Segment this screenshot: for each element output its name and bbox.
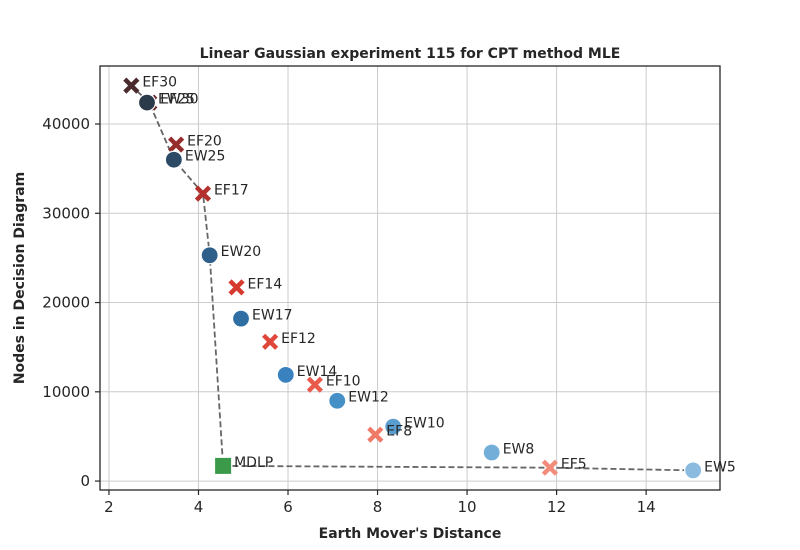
point-ew5	[684, 461, 703, 480]
grid-lines	[100, 66, 720, 490]
point-ew12	[328, 391, 347, 410]
y-tick-label: 20000	[42, 294, 90, 312]
point-label-ef8: EF8	[386, 424, 412, 440]
point-ef17	[194, 185, 212, 202]
y-tick-label: 40000	[42, 115, 90, 133]
x-tick-label: 2	[104, 498, 114, 516]
point-ew8	[482, 443, 501, 462]
x-tick-label: 6	[283, 498, 293, 516]
point-ew14	[276, 365, 295, 384]
x-axis-label: Earth Mover's Distance	[319, 526, 502, 542]
plot-frame	[99, 65, 721, 491]
point-ew10	[384, 417, 403, 436]
point-mdlp	[214, 456, 233, 475]
point-label-ew14: EW14	[297, 364, 338, 380]
point-label-mdlp: MDLP	[234, 455, 273, 471]
point-label-ef30: EF30	[142, 75, 177, 91]
x-tick-label: 14	[637, 498, 656, 516]
point-ef12	[262, 333, 279, 350]
point-ef30	[123, 77, 140, 94]
x-tick-label: 8	[373, 498, 383, 516]
x-tick-label: 12	[547, 498, 566, 516]
point-label-ef12: EF12	[281, 331, 316, 347]
point-ew17	[231, 309, 251, 328]
pareto-frontier-line	[130, 84, 694, 472]
point-label-ef14: EF14	[248, 276, 283, 292]
x-tick-label: 10	[458, 498, 477, 516]
point-label-ew30: EW30	[158, 92, 199, 108]
point-label-ew10: EW10	[404, 416, 445, 432]
point-label-ef20: EF20	[187, 134, 222, 150]
x-tick-label: 4	[194, 498, 204, 516]
point-label-ef5: EF5	[561, 457, 587, 473]
point-label-ef25: EF25	[160, 92, 195, 108]
point-ew25	[164, 150, 183, 169]
point-label-ew12: EW12	[348, 390, 389, 406]
y-tick-label: 30000	[42, 204, 90, 222]
point-ew20	[200, 246, 219, 265]
point-ef8	[367, 426, 384, 443]
point-label-ew25: EW25	[185, 149, 226, 165]
point-ew30	[137, 93, 157, 112]
y-axis-label: Nodes in Decision Diagram	[12, 172, 28, 384]
point-ef10	[306, 376, 323, 393]
chart-title: Linear Gaussian experiment 115 for CPT m…	[200, 46, 621, 62]
point-label-ef10: EF10	[326, 374, 361, 390]
y-tick-label: 0	[80, 472, 90, 490]
point-ef14	[228, 279, 245, 296]
point-ef5	[541, 459, 558, 476]
frontier-line-group	[130, 84, 694, 472]
y-tick-label: 10000	[42, 383, 90, 401]
point-ef20	[168, 136, 185, 153]
axis-ticks: 2 4 6 8 10 12 14 0 10000 20000 30000 40000	[42, 115, 655, 516]
data-points	[123, 77, 703, 480]
point-label-ew17: EW17	[252, 308, 293, 324]
point-label-ew20: EW20	[221, 244, 262, 260]
point-label-ew8: EW8	[503, 442, 535, 458]
point-label-ef17: EF17	[214, 183, 249, 199]
